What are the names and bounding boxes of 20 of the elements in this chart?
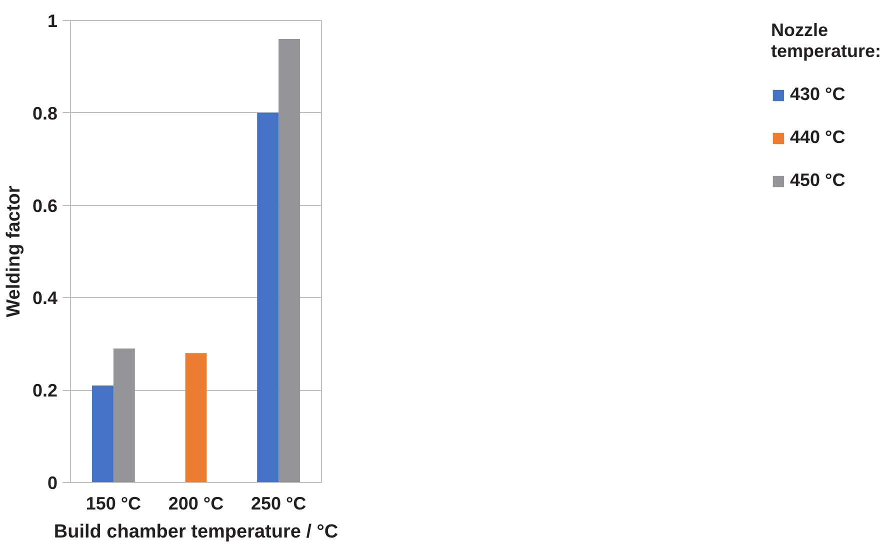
y-tick-label: 1 [47,11,58,31]
bar [278,38,300,482]
legend-label: 430 °C [790,84,846,105]
bar [185,353,207,482]
bar [113,348,135,482]
y-tick-label: 0 [47,473,58,493]
y-tick-label: 0.6 [32,196,58,216]
x-tick-label: 200 °C [168,494,224,514]
x-axis-title: Build chamber temperature / °C [54,522,338,542]
y-axis-title: Welding factor [3,185,24,318]
y-tick-label: 0.2 [32,380,58,401]
x-tick-label: 250 °C [250,494,306,514]
y-tick-label: 0.8 [32,103,58,124]
legend-title: Nozzle temperature: [770,20,881,62]
bar [257,112,279,482]
y-tick-label: 0.4 [32,288,58,308]
x-tick-label: 150 °C [86,494,142,514]
legend-label: 440 °C [790,127,846,148]
bar [92,385,114,482]
legend-label: 450 °C [790,170,846,191]
